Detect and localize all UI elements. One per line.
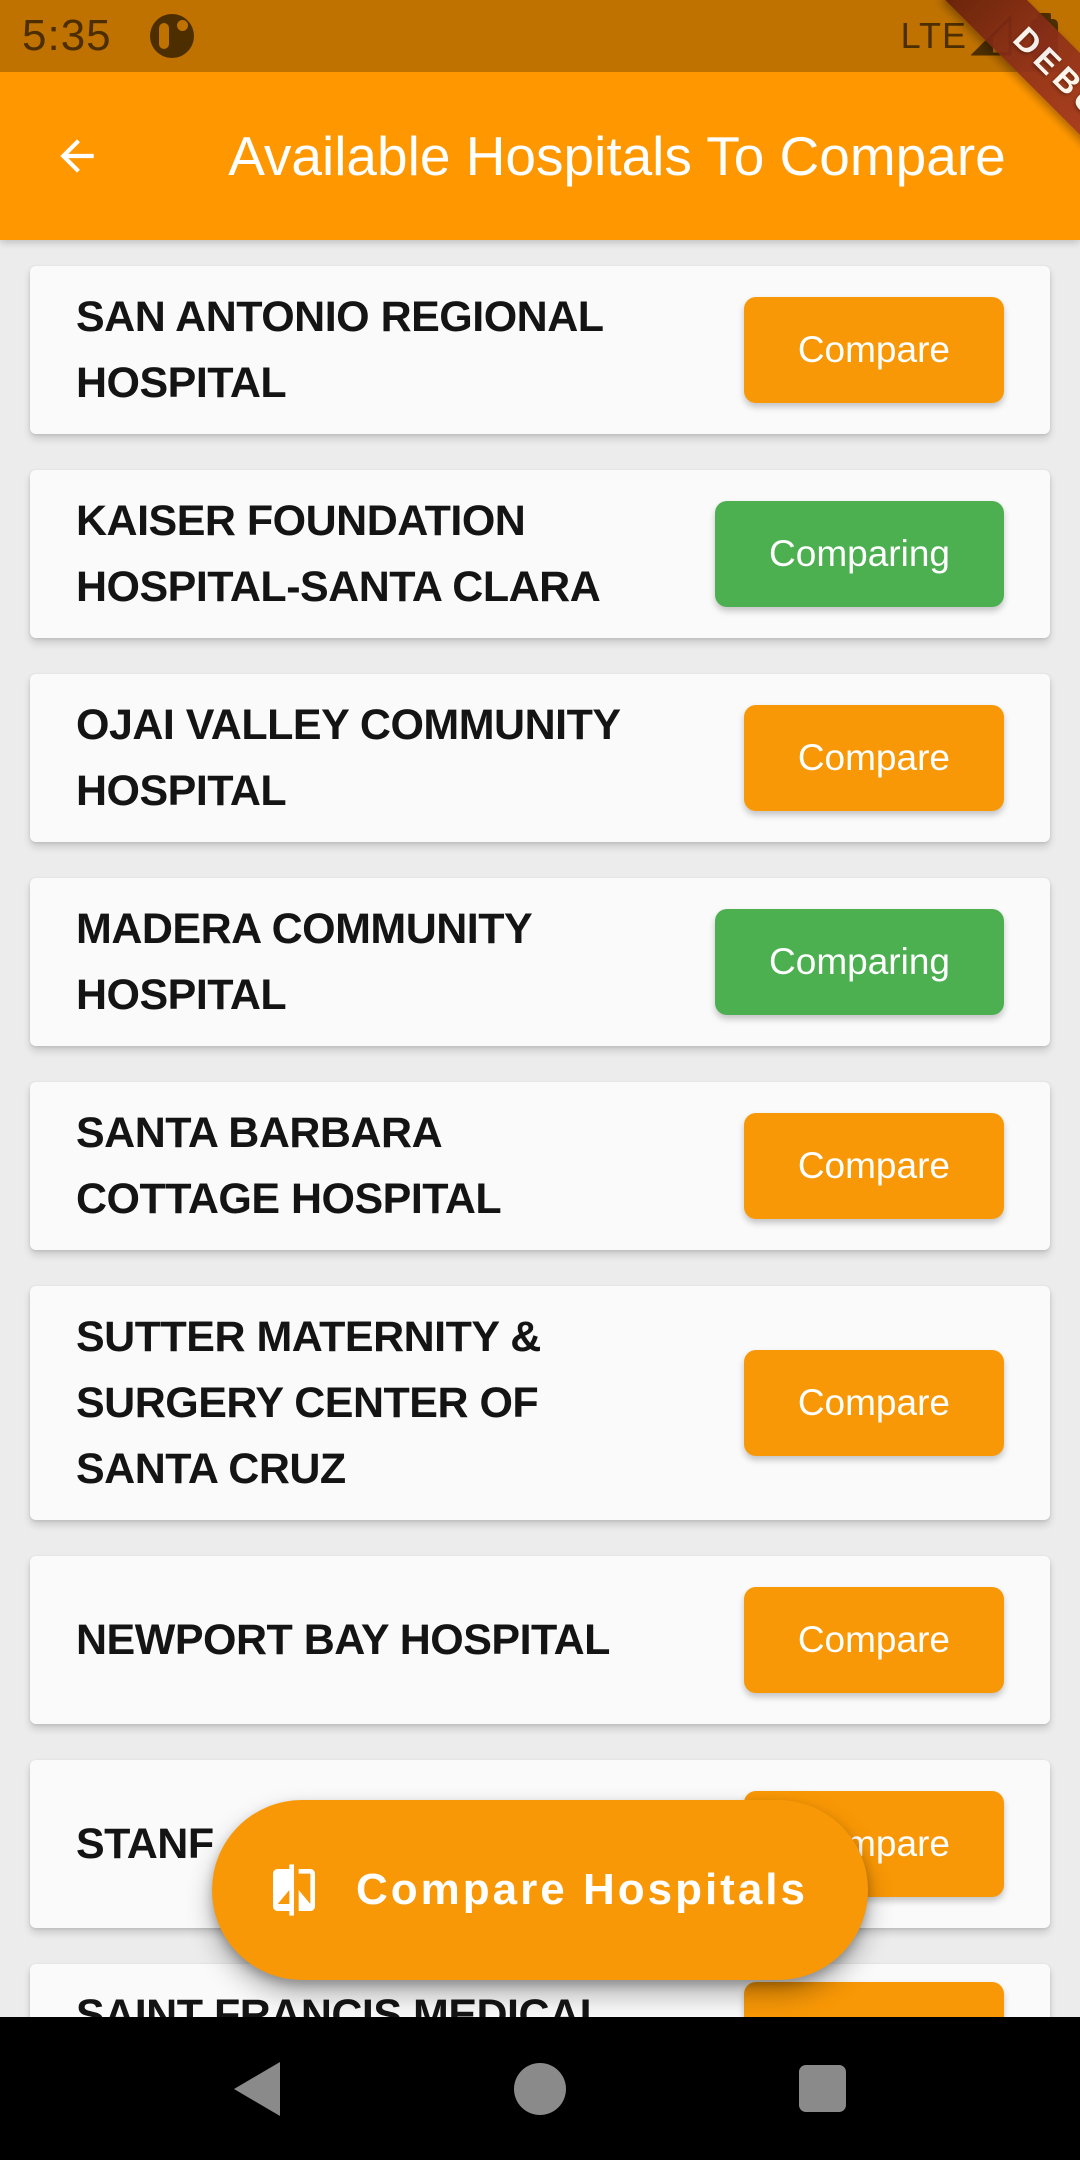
compare-button[interactable]: Compare bbox=[743, 705, 1004, 811]
compare-button[interactable]: Comparing bbox=[715, 501, 1004, 607]
status-bar: 5:35 LTE bbox=[0, 0, 1080, 72]
compare-button[interactable]: Compare bbox=[743, 1113, 1004, 1219]
hospital-name: SAN ANTONIO REGIONAL HOSPITAL bbox=[76, 293, 603, 407]
compare-button[interactable]: Compare bbox=[743, 1982, 1004, 2017]
compare-icon bbox=[273, 1864, 316, 1916]
hospital-card: MADERA COMMUNITY HOSPITAL Comparing bbox=[30, 878, 1050, 1046]
hospital-card: KAISER FOUNDATION HOSPITAL-SANTA CLARA C… bbox=[30, 470, 1050, 638]
page-title: Available Hospitals To Compare bbox=[228, 125, 1006, 187]
hospital-name: OJAI VALLEY COMMUNITY HOSPITAL bbox=[76, 701, 620, 815]
compare-button[interactable]: Compare bbox=[743, 1350, 1004, 1456]
nav-recents-icon[interactable] bbox=[799, 2065, 847, 2112]
compare-hospitals-fab[interactable]: Compare Hospitals bbox=[212, 1800, 868, 1980]
hospital-card: OJAI VALLEY COMMUNITY HOSPITAL Compare bbox=[30, 674, 1050, 842]
network-type-label: LTE bbox=[900, 15, 967, 56]
hospital-name: SAINT FRANCIS MEDICAL bbox=[76, 1991, 606, 2017]
hospital-name: SUTTER MATERNITY & SURGERY CENTER OF SAN… bbox=[76, 1313, 541, 1493]
nav-home-icon[interactable] bbox=[513, 2062, 566, 2115]
fab-label: Compare Hospitals bbox=[356, 1865, 808, 1914]
hospital-name: STANF bbox=[76, 1820, 214, 1868]
compare-button[interactable]: Compare bbox=[743, 1587, 1004, 1693]
notification-dot-icon bbox=[149, 14, 194, 58]
compare-button[interactable]: Comparing bbox=[715, 909, 1004, 1015]
hospital-list[interactable]: SAN ANTONIO REGIONAL HOSPITAL Compare KA… bbox=[0, 240, 1080, 2017]
hospital-name: NEWPORT BAY HOSPITAL bbox=[76, 1616, 610, 1664]
android-nav-bar bbox=[0, 2017, 1080, 2160]
nav-back-icon[interactable] bbox=[233, 2061, 280, 2116]
arrow-back-icon bbox=[60, 139, 94, 173]
hospital-card: SAN ANTONIO REGIONAL HOSPITAL Compare bbox=[30, 266, 1050, 434]
clock: 5:35 bbox=[22, 11, 112, 60]
hospital-name: KAISER FOUNDATION HOSPITAL-SANTA CLARA bbox=[76, 497, 601, 611]
hospital-card: SANTA BARBARA COTTAGE HOSPITAL Compare bbox=[30, 1082, 1050, 1250]
hospital-name: SANTA BARBARA COTTAGE HOSPITAL bbox=[76, 1109, 502, 1223]
hospital-name: MADERA COMMUNITY HOSPITAL bbox=[76, 905, 532, 1019]
back-button[interactable] bbox=[0, 131, 154, 181]
compare-button[interactable]: Compare bbox=[743, 297, 1004, 403]
hospital-card: NEWPORT BAY HOSPITAL Compare bbox=[30, 1556, 1050, 1724]
app-bar: Available Hospitals To Compare bbox=[0, 72, 1080, 240]
hospital-card: SUTTER MATERNITY & SURGERY CENTER OF SAN… bbox=[30, 1286, 1050, 1520]
